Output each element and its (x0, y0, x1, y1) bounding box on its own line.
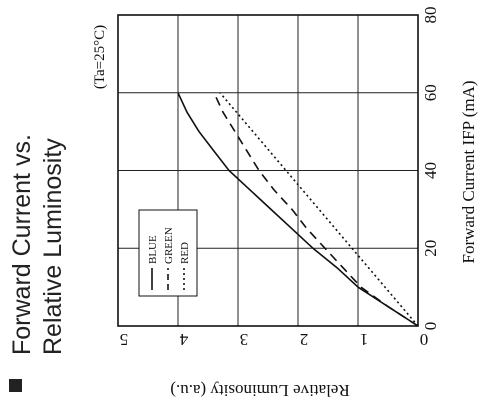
title-line-1: Forward Current vs. (8, 134, 36, 355)
series-group (177, 92, 419, 327)
series-line-green (213, 92, 419, 327)
legend-label-red: RED (179, 242, 191, 264)
tick-cur-40: 40 (421, 162, 440, 179)
tick-lum-2: 2 (300, 330, 309, 349)
title-bullet-icon (9, 379, 22, 392)
tick-cur-60: 60 (421, 84, 440, 101)
tick-lum-3: 3 (240, 330, 249, 349)
series-line-blue (177, 92, 419, 327)
series-line-red (219, 92, 419, 327)
tick-cur-80: 80 (421, 7, 440, 24)
ticks-group: 0 1 2 3 4 5 0 20 40 60 80 (120, 7, 440, 350)
y-axis-label: Relative Luminosity (a.u.) (170, 381, 349, 400)
legend-label-green: GREEN (163, 227, 175, 264)
legend-box (138, 209, 198, 297)
chart-title: Forward Current vs. Relative Luminosity (8, 134, 67, 392)
tick-lum-5: 5 (120, 330, 129, 349)
x-axis-label: Forward Current IFP (mA) (459, 80, 478, 263)
plot-border (117, 14, 419, 327)
title-line-2: Relative Luminosity (39, 138, 67, 355)
condition-label: (Ta=25°C) (92, 25, 108, 89)
tick-lum-1: 1 (360, 330, 369, 349)
tick-cur-20: 20 (421, 240, 440, 257)
legend-label-blue: BLUE (147, 235, 159, 264)
legend: BLUE GREEN RED (138, 209, 198, 297)
tick-cur-0: 0 (421, 322, 440, 331)
tick-lum-0: 0 (420, 330, 429, 349)
tick-lum-4: 4 (179, 330, 188, 349)
plot-frame (117, 14, 419, 327)
